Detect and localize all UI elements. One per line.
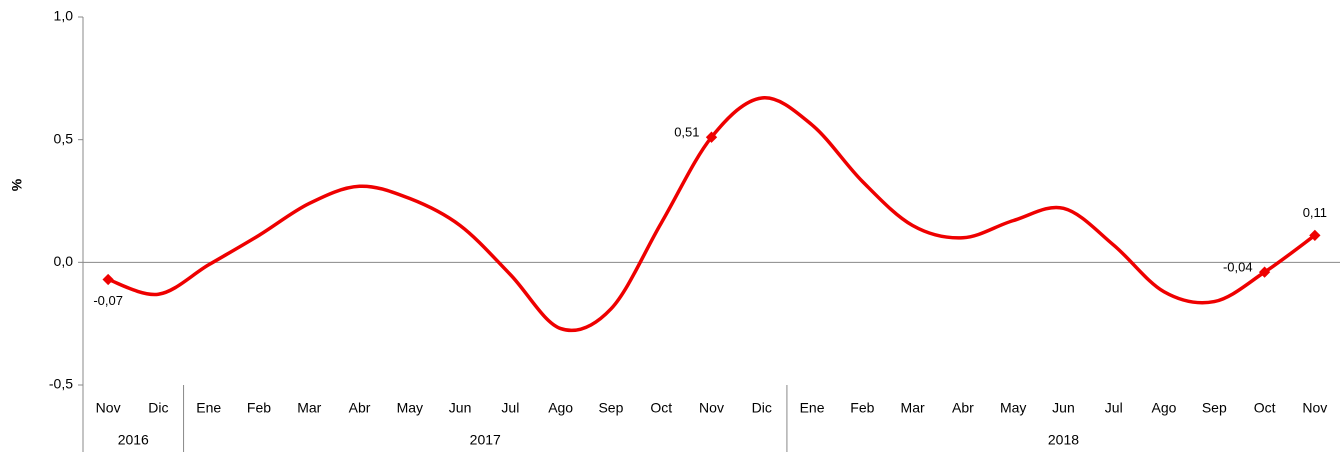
x-tick-label: May (1000, 400, 1026, 416)
x-tick-label: Abr (952, 400, 974, 416)
marker (705, 131, 718, 143)
x-tick-label: Mar (901, 400, 925, 416)
x-tick-label: Feb (247, 400, 271, 416)
x-tick-label: Sep (1202, 400, 1227, 416)
x-tick-label: Feb (850, 400, 874, 416)
x-tick-label: Sep (598, 400, 623, 416)
x-tick-label: Jun (1052, 400, 1075, 416)
y-axis-label: % (9, 178, 25, 191)
x-tick-label: May (397, 400, 423, 416)
x-tick-label: Nov (1302, 400, 1327, 416)
marker (102, 273, 114, 286)
y-tick-label: 0,0 (54, 253, 74, 269)
x-tick-label: Jul (501, 400, 519, 416)
y-tick-label: 1,0 (54, 8, 74, 24)
y-tick-label: 0,5 (54, 130, 74, 146)
data-label: 0,11 (1303, 205, 1327, 220)
x-tick-label: Ago (548, 400, 573, 416)
x-tick-label: Ene (196, 400, 221, 416)
x-tick-label: Jul (1105, 400, 1123, 416)
data-label: 0,51 (674, 125, 699, 140)
x-group-label: 2017 (470, 432, 501, 448)
data-label: -0,07 (93, 293, 123, 308)
x-group-label: 2018 (1048, 432, 1079, 448)
x-group-label: 2016 (118, 432, 149, 448)
x-tick-label: Nov (96, 400, 121, 416)
x-tick-label: Jun (449, 400, 472, 416)
y-tick-label: -0,5 (49, 376, 73, 392)
x-tick-label: Oct (650, 400, 672, 416)
data-label: -0,04 (1223, 260, 1253, 275)
x-tick-label: Dic (148, 400, 168, 416)
marker (1258, 266, 1271, 278)
marker (1309, 229, 1321, 242)
x-tick-label: Abr (349, 400, 371, 416)
x-tick-label: Ene (800, 400, 825, 416)
x-tick-label: Mar (297, 400, 321, 416)
x-tick-label: Oct (1254, 400, 1276, 416)
x-tick-label: Nov (699, 400, 724, 416)
x-tick-label: Dic (752, 400, 772, 416)
x-tick-label: Ago (1152, 400, 1177, 416)
